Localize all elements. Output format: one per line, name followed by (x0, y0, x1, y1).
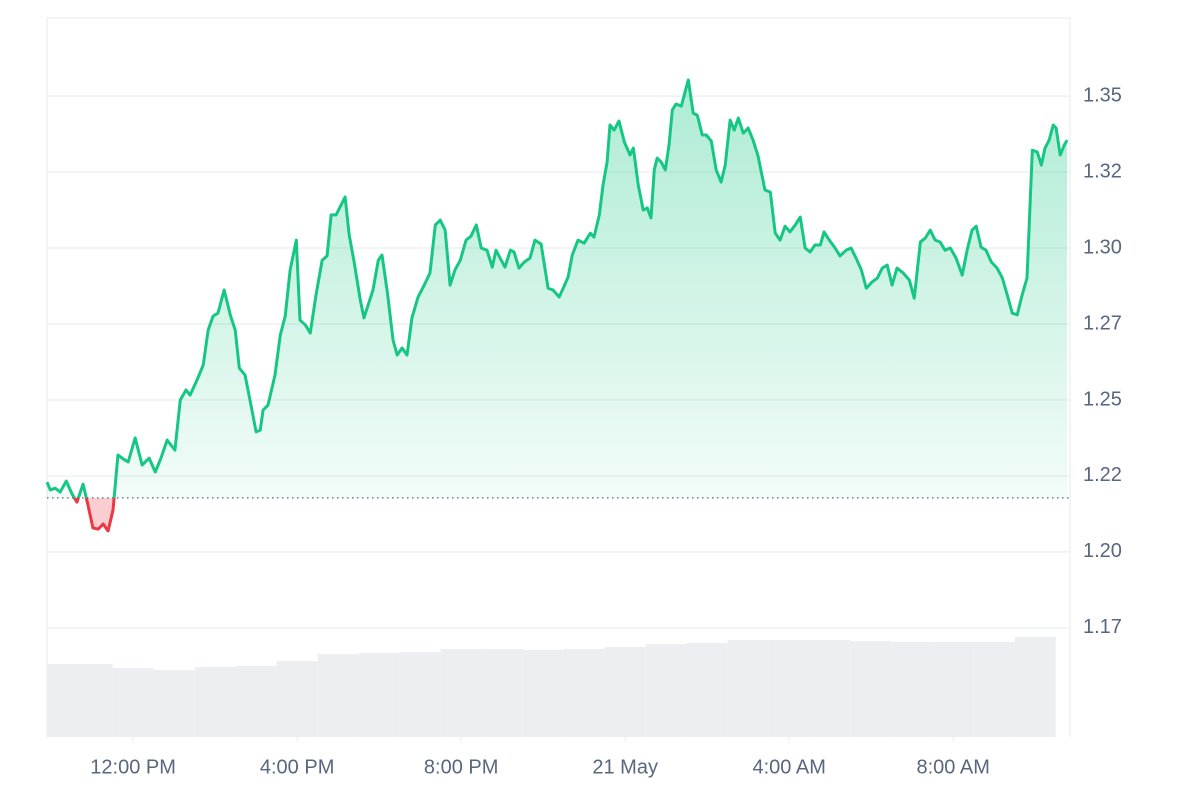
volume-bar (727, 640, 769, 737)
y-tick-label: 1.22 (1083, 464, 1122, 486)
area-up (47, 79, 1068, 498)
volume-bar (112, 668, 154, 737)
volume-bar (850, 641, 892, 737)
area-layer (47, 79, 1068, 531)
volume-bar (686, 643, 728, 737)
volume-bar (481, 649, 523, 737)
y-tick-label: 1.30 (1083, 236, 1122, 258)
x-tick-label: 4:00 PM (260, 756, 334, 778)
x-tick-label: 8:00 PM (424, 756, 498, 778)
volume-bar (768, 640, 810, 737)
volume-bar (891, 642, 933, 737)
x-tick-label: 4:00 AM (752, 756, 825, 778)
y-tick-label: 1.17 (1083, 616, 1122, 638)
label-layer: 1.17 1.20 1.22 1.25 1.27 1.30 1.32 1.35 12:00 PM… (90, 84, 1122, 778)
volume-bar (645, 644, 687, 737)
y-tick-label: 1.27 (1083, 312, 1122, 334)
volume-bar (1014, 637, 1056, 737)
volume-layer (47, 637, 1056, 737)
volume-bar (358, 653, 400, 737)
volume-bar (563, 649, 605, 737)
y-tick-label: 1.35 (1083, 84, 1122, 106)
price-line-up (45, 78, 1069, 498)
volume-bar (932, 642, 974, 737)
volume-bar (522, 650, 564, 737)
volume-bar (194, 667, 236, 737)
y-tick-label: 1.20 (1083, 540, 1122, 562)
volume-bar (276, 661, 318, 737)
volume-bar (317, 654, 359, 737)
y-tick-label: 1.25 (1083, 388, 1122, 410)
volume-bar (153, 670, 195, 737)
x-tick-label: 12:00 PM (90, 756, 176, 778)
volume-bar (235, 666, 277, 737)
volume-bar (71, 664, 113, 737)
volume-bar (440, 649, 482, 737)
volume-bar (973, 642, 1015, 737)
line-layer (45, 78, 1070, 533)
volume-bar (399, 652, 441, 737)
x-tick-label: 8:00 AM (916, 756, 989, 778)
volume-bar (604, 647, 646, 737)
volume-bar (47, 664, 72, 737)
x-tick-label: 21 May (592, 756, 658, 778)
plot-frame (46, 17, 1071, 737)
volume-bar (809, 640, 851, 737)
y-tick-label: 1.32 (1083, 160, 1122, 182)
